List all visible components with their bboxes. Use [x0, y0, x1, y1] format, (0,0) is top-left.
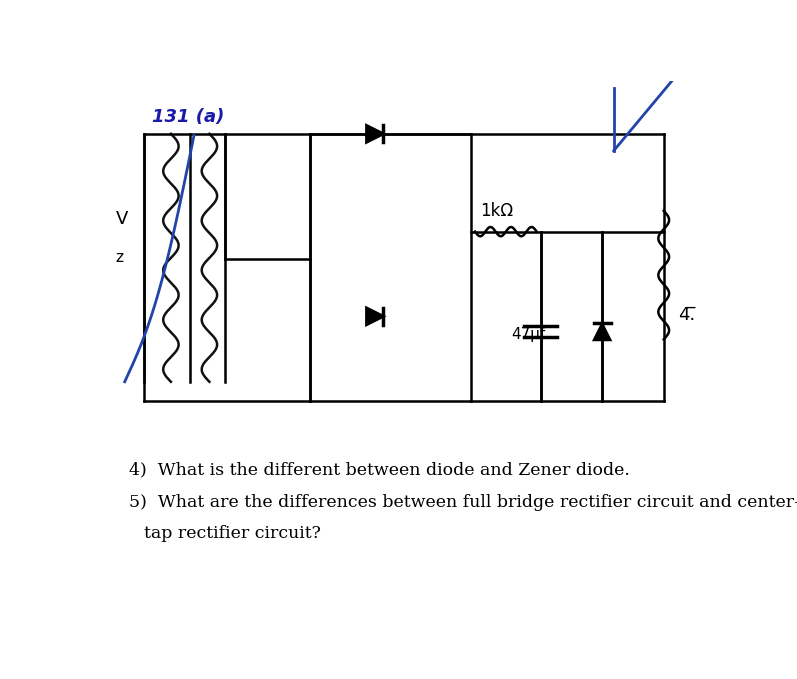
Text: 131 (a): 131 (a): [151, 107, 224, 126]
Text: 5)  What are the differences between full bridge rectifier circuit and center-: 5) What are the differences between full…: [128, 494, 797, 511]
Text: 1kΩ: 1kΩ: [481, 202, 513, 220]
Polygon shape: [367, 308, 383, 325]
Text: z: z: [116, 251, 124, 265]
Polygon shape: [594, 323, 611, 340]
Text: 4)  What is the different between diode and Zener diode.: 4) What is the different between diode a…: [128, 461, 630, 478]
Polygon shape: [367, 126, 383, 143]
Text: V: V: [116, 210, 128, 228]
Text: tap rectifier circuit?: tap rectifier circuit?: [144, 525, 321, 542]
Text: 4.̅: 4.̅: [677, 306, 695, 324]
Text: 47μf: 47μf: [511, 327, 545, 342]
